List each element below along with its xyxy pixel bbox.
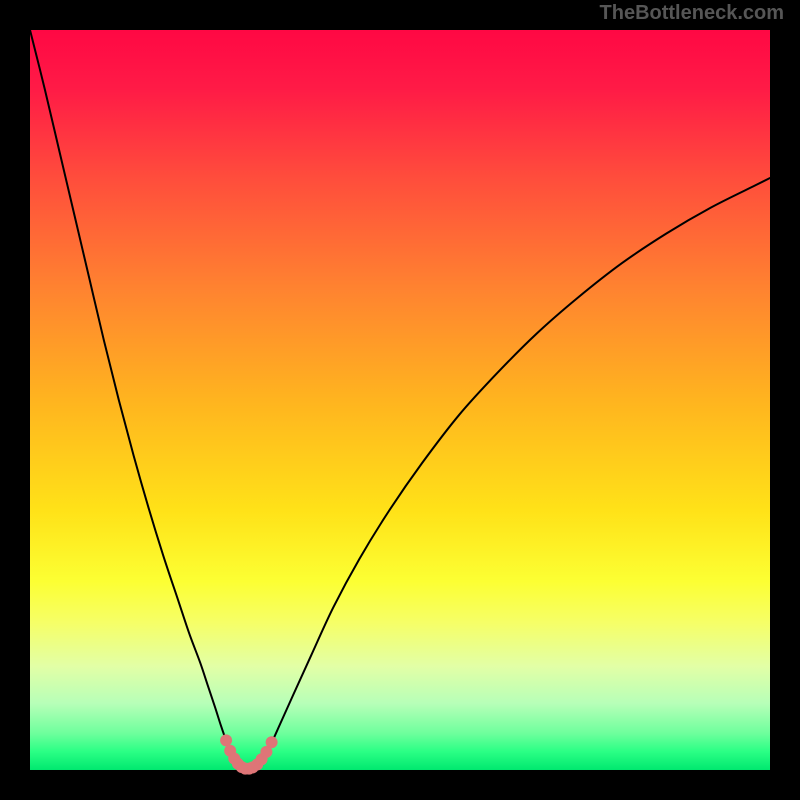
plot-background: [30, 30, 770, 770]
chart-container: TheBottleneck.com: [0, 0, 800, 800]
bottleneck-chart: [0, 0, 800, 800]
trough-marker: [266, 737, 277, 748]
trough-marker: [221, 735, 232, 746]
